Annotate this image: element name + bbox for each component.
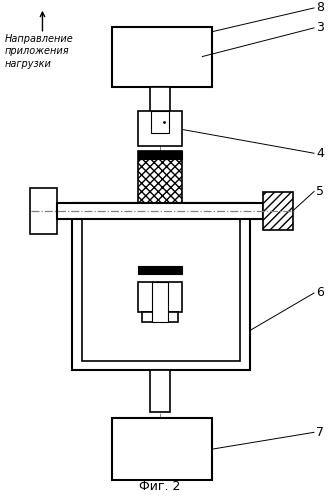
- Bar: [150, 370, 170, 412]
- Text: 5: 5: [316, 184, 324, 198]
- Text: 6: 6: [316, 286, 324, 300]
- Bar: [112, 27, 212, 86]
- Bar: [57, 203, 263, 219]
- Bar: [142, 312, 178, 322]
- Bar: [112, 418, 212, 480]
- Bar: [151, 112, 169, 134]
- Bar: [138, 266, 182, 274]
- Bar: [263, 192, 292, 230]
- Bar: [138, 112, 182, 146]
- Text: Фиг. 2: Фиг. 2: [139, 480, 181, 493]
- Bar: [150, 86, 170, 117]
- Bar: [152, 282, 168, 322]
- Text: 8: 8: [316, 2, 324, 15]
- Bar: [138, 282, 182, 312]
- Bar: [30, 188, 57, 234]
- Text: 4: 4: [316, 147, 324, 160]
- Text: 3: 3: [316, 22, 324, 35]
- Text: 7: 7: [316, 426, 324, 439]
- Bar: [138, 152, 182, 160]
- Bar: [72, 203, 250, 370]
- Bar: [138, 219, 182, 274]
- Bar: [138, 152, 182, 206]
- Bar: [82, 213, 240, 360]
- Text: Направление
приложения
нагрузки: Направление приложения нагрузки: [5, 34, 73, 68]
